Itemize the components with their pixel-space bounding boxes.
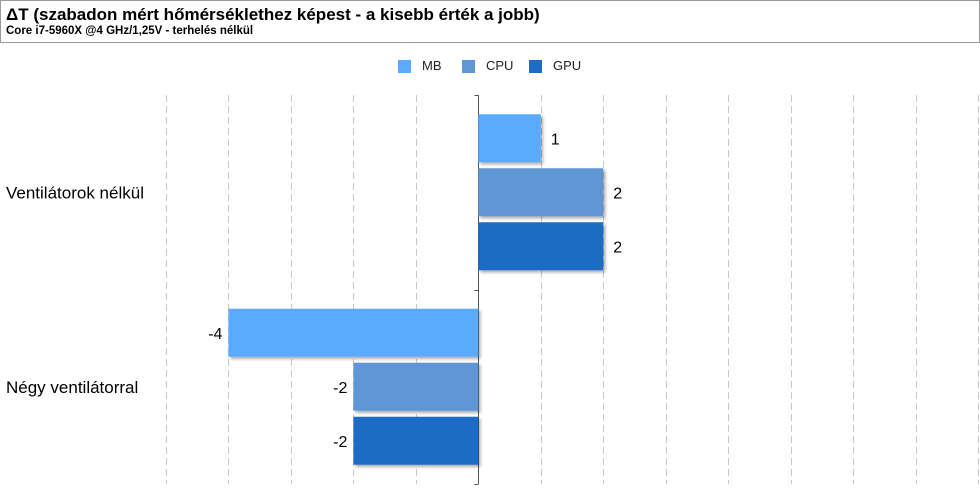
category-label: Négy ventilátorral bbox=[6, 378, 138, 397]
data-label: 2 bbox=[613, 239, 622, 256]
chart-title: ΔT (szabadon mért hőmérséklethez képest … bbox=[6, 5, 540, 24]
legend-label-cpu: CPU bbox=[486, 58, 514, 73]
legend: MB CPU GPU bbox=[0, 58, 980, 76]
legend-swatch-gpu bbox=[529, 60, 542, 73]
bar-mb bbox=[228, 308, 479, 357]
bar-gpu bbox=[478, 222, 604, 271]
legend-label-gpu: GPU bbox=[553, 58, 582, 73]
bar-cpu bbox=[478, 168, 604, 217]
legend-swatch-cpu bbox=[462, 60, 475, 73]
category-label: Ventilátorok nélkül bbox=[6, 183, 144, 202]
bar-mb bbox=[478, 114, 541, 163]
data-label: 2 bbox=[613, 185, 622, 202]
bar-gpu bbox=[353, 416, 479, 465]
data-label: -2 bbox=[333, 434, 347, 451]
bar-cpu bbox=[353, 362, 479, 411]
chart-header: ΔT (szabadon mért hőmérséklethez képest … bbox=[0, 0, 980, 43]
data-label: -2 bbox=[333, 380, 347, 397]
legend-label-mb: MB bbox=[422, 58, 442, 73]
chart-subtitle: Core i7-5960X @4 GHz/1,25V - terhelés né… bbox=[6, 25, 254, 37]
data-label: 1 bbox=[551, 131, 560, 148]
data-label: -4 bbox=[208, 326, 222, 343]
legend-swatch-mb bbox=[398, 60, 411, 73]
